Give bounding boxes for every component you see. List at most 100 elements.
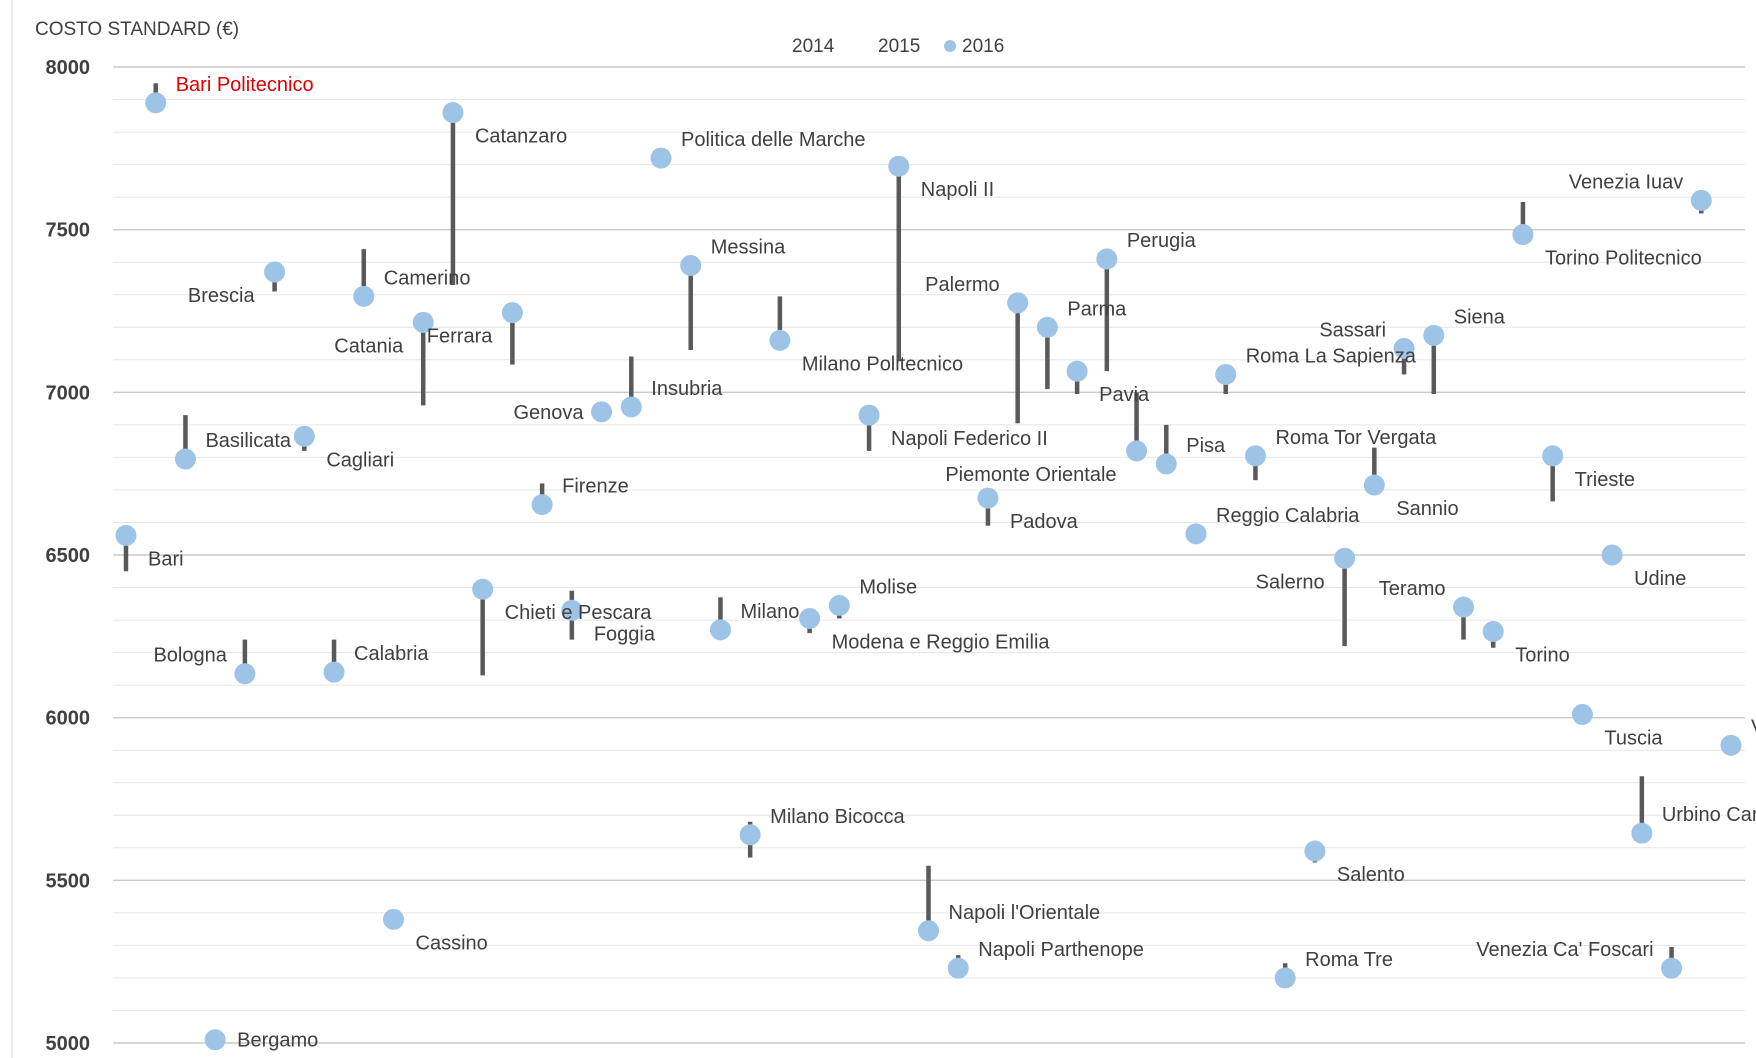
legend-2015-label: 2015 bbox=[878, 36, 920, 57]
point-label: Siena bbox=[1454, 306, 1506, 328]
marker-2016 bbox=[1215, 364, 1236, 385]
marker-2016 bbox=[1512, 224, 1533, 245]
marker-2016 bbox=[1423, 325, 1444, 346]
marker-2016 bbox=[1661, 958, 1682, 979]
point-label: Messina bbox=[711, 236, 786, 258]
marker-2016 bbox=[442, 102, 463, 123]
marker-2016 bbox=[1096, 248, 1117, 269]
marker-2016 bbox=[324, 662, 345, 683]
legend: 2014 2015 2016 bbox=[792, 36, 1004, 57]
point-label: Modena e Reggio Emilia bbox=[832, 631, 1051, 653]
point-label: Pavia bbox=[1099, 384, 1150, 406]
y-tick-label: 7000 bbox=[46, 382, 91, 404]
marker-2016 bbox=[1542, 445, 1563, 466]
legend-2016-marker bbox=[944, 40, 956, 52]
y-tick-label: 5500 bbox=[46, 870, 91, 892]
point-label: Teramo bbox=[1379, 578, 1446, 600]
legend-2014-label: 2014 bbox=[792, 36, 835, 57]
marker-2016 bbox=[205, 1029, 226, 1050]
marker-2016 bbox=[829, 595, 850, 616]
marker-2016 bbox=[264, 261, 285, 282]
point-label: Salento bbox=[1337, 864, 1405, 886]
point-label: Verona bbox=[1751, 716, 1756, 738]
marker-2016 bbox=[799, 608, 820, 629]
marker-2016 bbox=[977, 488, 998, 509]
marker-2016 bbox=[769, 330, 790, 351]
point-label: Reggio Calabria bbox=[1216, 505, 1360, 527]
marker-2016 bbox=[740, 824, 761, 845]
marker-2016 bbox=[918, 920, 939, 941]
point-labels: Bari Bari Politecnico Basilicata Bergamo Bol… bbox=[148, 74, 1756, 1052]
marker-2016 bbox=[1721, 735, 1742, 756]
point-label: Ferrara bbox=[427, 326, 493, 348]
point-label: Politica delle Marche bbox=[681, 129, 866, 151]
gridlines bbox=[12, 0, 1745, 1058]
marker-2016 bbox=[621, 396, 642, 417]
marker-2016 bbox=[1067, 361, 1088, 382]
marker-2016 bbox=[175, 449, 196, 470]
point-label: Sannio bbox=[1396, 498, 1458, 520]
point-label: Milano bbox=[740, 601, 799, 623]
y-tick-label: 8000 bbox=[46, 57, 91, 79]
point-label: Molise bbox=[859, 576, 917, 598]
marker-2016 bbox=[145, 92, 166, 113]
y-axis: 5000 5500 6000 6500 7000 7500 8000 bbox=[46, 57, 91, 1055]
point-label: Bari Politecnico bbox=[176, 74, 314, 96]
marker-2016 bbox=[859, 405, 880, 426]
marker-2016 bbox=[502, 302, 523, 323]
point-label: Piemonte Orientale bbox=[945, 464, 1116, 486]
range-lines bbox=[126, 83, 1701, 978]
point-label: Napoli II bbox=[921, 179, 994, 201]
point-label: Calabria bbox=[354, 643, 429, 665]
point-label: Sassari bbox=[1319, 319, 1386, 341]
point-label: Venezia Ca' Foscari bbox=[1476, 939, 1653, 961]
marker-2016 bbox=[1572, 704, 1593, 725]
point-label: Udine bbox=[1634, 568, 1686, 590]
marker-2016 bbox=[353, 286, 374, 307]
marker-2016 bbox=[1631, 823, 1652, 844]
marker-2016 bbox=[383, 909, 404, 930]
y-axis-title: COSTO STANDARD (€) bbox=[35, 19, 239, 40]
point-label: Basilicata bbox=[205, 430, 291, 452]
point-label: Torino Politecnico bbox=[1545, 248, 1702, 270]
point-label: Urbino Carlo Bo bbox=[1662, 804, 1756, 826]
point-label: Parma bbox=[1067, 298, 1127, 320]
marker-2016 bbox=[888, 156, 909, 177]
point-label: Bergamo bbox=[237, 1030, 318, 1052]
marker-2016 bbox=[1602, 545, 1623, 566]
marker-2016 bbox=[294, 426, 315, 447]
point-label: Torino bbox=[1515, 644, 1569, 666]
point-label: Napoli Federico II bbox=[891, 428, 1048, 450]
point-label: Milano Politecnico bbox=[802, 353, 963, 375]
point-label: Roma Tre bbox=[1305, 949, 1393, 971]
marker-2016 bbox=[680, 255, 701, 276]
marker-2016 bbox=[116, 525, 137, 546]
marker-2016 bbox=[234, 663, 255, 684]
point-label: Catania bbox=[334, 335, 404, 357]
marker-2016 bbox=[1186, 523, 1207, 544]
point-label: Foggia bbox=[594, 623, 656, 645]
point-label: Tuscia bbox=[1604, 727, 1663, 749]
marker-2016 bbox=[1304, 841, 1325, 862]
marker-2016 bbox=[1483, 621, 1504, 642]
marker-2016 bbox=[1364, 475, 1385, 496]
marker-2016 bbox=[1334, 548, 1355, 569]
marker-2016 bbox=[1156, 453, 1177, 474]
point-label: Genova bbox=[513, 402, 584, 424]
point-label: Venezia Iuav bbox=[1569, 171, 1684, 193]
point-label: Cagliari bbox=[326, 449, 394, 471]
marker-2016 bbox=[1275, 967, 1296, 988]
point-label: Padova bbox=[1010, 511, 1079, 533]
point-label: Brescia bbox=[188, 285, 256, 307]
point-label: Cassino bbox=[416, 932, 488, 954]
legend-2016-label: 2016 bbox=[962, 36, 1004, 57]
marker-2016 bbox=[591, 401, 612, 422]
point-label: Milano Bicocca bbox=[770, 806, 905, 828]
marker-2016 bbox=[1007, 292, 1028, 313]
marker-2016 bbox=[1037, 317, 1058, 338]
marker-2016 bbox=[472, 579, 493, 600]
marker-2016 bbox=[1453, 597, 1474, 618]
point-label: Trieste bbox=[1575, 469, 1635, 491]
point-label: Catanzaro bbox=[475, 126, 567, 148]
marker-2016 bbox=[710, 619, 731, 640]
